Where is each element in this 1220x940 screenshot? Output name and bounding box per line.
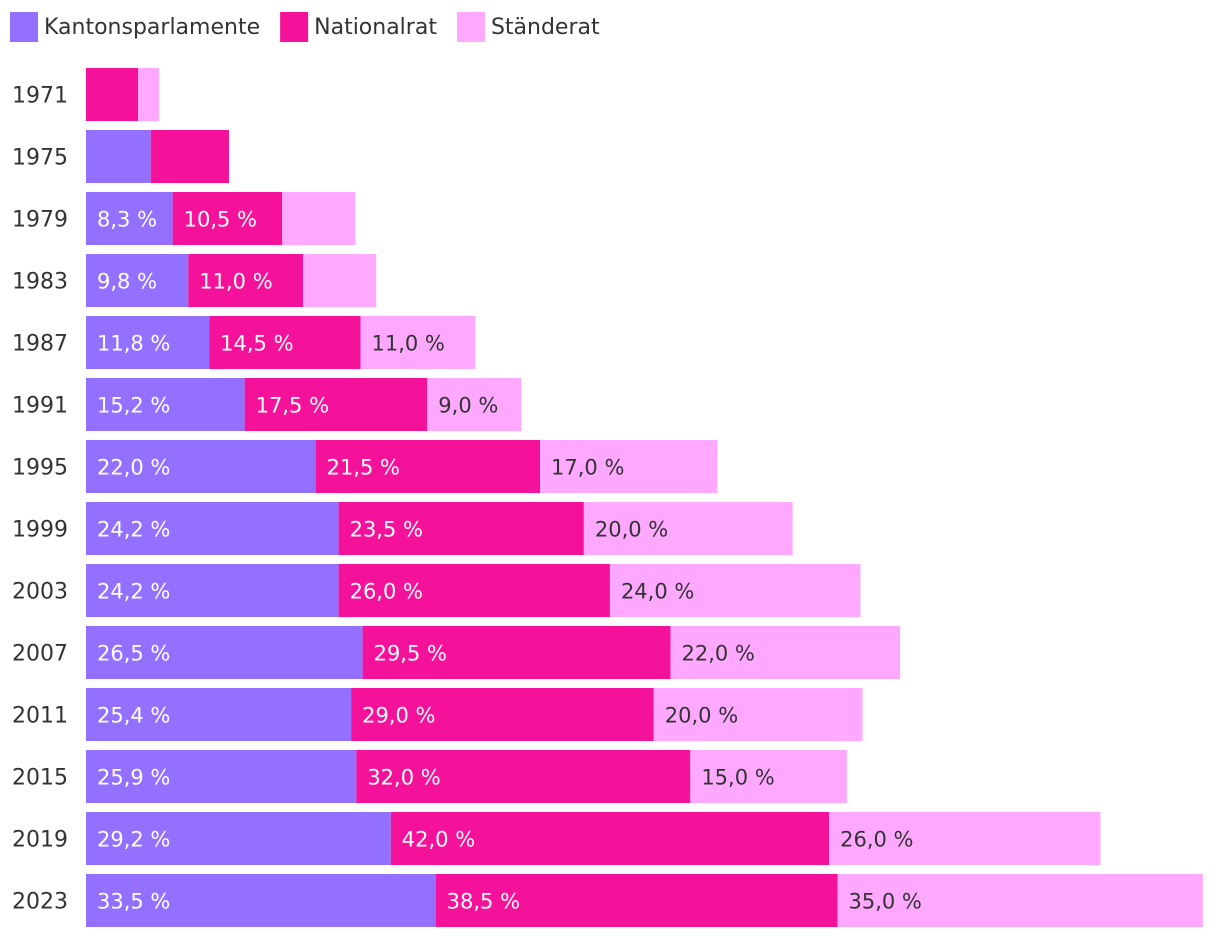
bars (86, 68, 1203, 927)
bar-nationalrat-1987 (209, 316, 361, 369)
bar-nationalrat-2003 (338, 564, 610, 617)
bar-label-kantonsparlamente-1979: 8,3 % (97, 208, 157, 232)
bar-kantonsparlamente-2011 (86, 688, 352, 741)
bar-kantonsparlamente-1979 (86, 192, 173, 245)
year-label: 1991 (12, 394, 68, 419)
bar-label-nationalrat-2007: 29,5 % (374, 642, 447, 666)
bar-label-kantonsparlamente-2015: 25,9 % (97, 766, 170, 790)
bar-label-kantonsparlamente-1983: 9,8 % (97, 270, 157, 294)
bar-label-nationalrat-2011: 29,0 % (362, 704, 435, 728)
bar-st-nderat-1991 (427, 378, 522, 431)
legend: Kantonsparlamente Nationalrat Ständerat (10, 12, 600, 42)
bar-label-kantonsparlamente-1995: 22,0 % (97, 456, 170, 480)
bar-kantonsparlamente-2023 (86, 874, 436, 927)
bar-label-kantonsparlamente-2023: 33,5 % (97, 890, 170, 914)
year-label: 2011 (12, 704, 68, 729)
bar-label-st-nderat-2003: 24,0 % (621, 580, 694, 604)
year-label: 2003 (12, 580, 68, 605)
bar-nationalrat-1999 (338, 502, 584, 555)
year-axis: 1971 1975 1979 1983 1987 1991 1995 1999 2003 2007… (12, 84, 68, 915)
bar-label-nationalrat-2019: 42,0 % (402, 828, 475, 852)
bar-label-kantonsparlamente-1999: 24,2 % (97, 518, 170, 542)
bar-kantonsparlamente-1991 (86, 378, 245, 431)
year-label: 1971 (12, 84, 68, 109)
bar-kantonsparlamente-2015 (86, 750, 357, 803)
bar-st-nderat-1983 (303, 254, 377, 307)
bar-kantonsparlamente-1983 (86, 254, 189, 307)
bar-label-st-nderat-2019: 26,0 % (840, 828, 913, 852)
bar-label-nationalrat-1995: 21,5 % (327, 456, 400, 480)
bar-label-nationalrat-1987: 14,5 % (220, 332, 293, 356)
bar-label-nationalrat-1999: 23,5 % (350, 518, 423, 542)
bar-label-kantonsparlamente-1991: 15,2 % (97, 394, 170, 418)
legend-swatch-kantonsparlamente (10, 12, 38, 42)
bar-kantonsparlamente-1999 (86, 502, 339, 555)
year-label: 2023 (12, 890, 68, 915)
legend-swatch-st-nderat (456, 12, 485, 42)
bar-st-nderat-1987 (360, 316, 476, 369)
legend-label-kantonsparlamente: Kantonsparlamente (44, 15, 260, 40)
bar-label-nationalrat-2003: 26,0 % (350, 580, 423, 604)
year-label: 1979 (12, 208, 68, 233)
bar-st-nderat-2015 (690, 750, 847, 803)
bar-nationalrat-2023 (435, 874, 838, 927)
bar-label-kantonsparlamente-1987: 11,8 % (97, 332, 170, 356)
year-label: 2007 (12, 642, 68, 667)
bar-nationalrat-1975 (150, 130, 229, 183)
bar-label-nationalrat-1983: 11,0 % (199, 270, 272, 294)
bar-label-nationalrat-1991: 17,5 % (256, 394, 329, 418)
bar-nationalrat-1983 (188, 254, 304, 307)
bar-kantonsparlamente-1987 (86, 316, 210, 369)
bar-st-nderat-1971 (138, 68, 160, 121)
bar-nationalrat-1991 (244, 378, 428, 431)
bar-label-st-nderat-1991: 9,0 % (438, 394, 498, 418)
bar-value-labels: 8,3 % 10,5 % 9,8 % 11,0 % 11,8 % 14,5 % 11,0 %… (97, 208, 922, 914)
bar-label-nationalrat-2015: 32,0 % (367, 766, 440, 790)
legend-swatch-nationalrat (280, 12, 309, 42)
bar-nationalrat-2015 (356, 750, 691, 803)
bar-label-st-nderat-1995: 17,0 % (551, 456, 624, 480)
bar-nationalrat-1995 (315, 440, 541, 493)
bar-nationalrat-2011 (351, 688, 654, 741)
bar-nationalrat-2007 (362, 626, 671, 679)
bar-label-nationalrat-2023: 38,5 % (447, 890, 520, 914)
bar-label-st-nderat-2007: 22,0 % (681, 642, 754, 666)
year-label: 1987 (12, 332, 68, 357)
bar-label-st-nderat-2015: 15,0 % (701, 766, 774, 790)
year-label: 1975 (12, 146, 68, 171)
bar-kantonsparlamente-2003 (86, 564, 339, 617)
bar-kantonsparlamente-2019 (86, 812, 391, 865)
bar-label-nationalrat-1979: 10,5 % (184, 208, 257, 232)
bar-kantonsparlamente-1995 (86, 440, 316, 493)
year-label: 2015 (12, 766, 68, 791)
bar-kantonsparlamente-2007 (86, 626, 363, 679)
bar-st-nderat-2019 (829, 812, 1101, 865)
bar-st-nderat-2007 (670, 626, 901, 679)
year-label: 1983 (12, 270, 68, 295)
legend-label-nationalrat: Nationalrat (314, 15, 437, 40)
bar-label-st-nderat-2023: 35,0 % (848, 890, 921, 914)
bar-label-kantonsparlamente-2019: 29,2 % (97, 828, 170, 852)
bar-st-nderat-1979 (282, 192, 356, 245)
year-label: 2019 (12, 828, 68, 853)
bar-label-kantonsparlamente-2011: 25,4 % (97, 704, 170, 728)
bar-st-nderat-2023 (837, 874, 1203, 927)
bar-nationalrat-2019 (390, 812, 830, 865)
year-label: 1999 (12, 518, 68, 543)
bar-kantonsparlamente-1975 (86, 130, 151, 183)
bar-nationalrat-1979 (172, 192, 283, 245)
bar-label-st-nderat-1999: 20,0 % (595, 518, 668, 542)
year-label: 1995 (12, 456, 68, 481)
bar-st-nderat-2003 (609, 564, 861, 617)
bar-st-nderat-1995 (540, 440, 718, 493)
legend-label-st-nderat: Ständerat (491, 15, 600, 40)
bar-label-st-nderat-2011: 20,0 % (665, 704, 738, 728)
bar-label-kantonsparlamente-2007: 26,5 % (97, 642, 170, 666)
bar-nationalrat-1971 (86, 68, 139, 121)
bar-st-nderat-2011 (653, 688, 863, 741)
bar-label-kantonsparlamente-2003: 24,2 % (97, 580, 170, 604)
bar-st-nderat-1999 (583, 502, 793, 555)
bar-label-st-nderat-1987: 11,0 % (371, 332, 444, 356)
